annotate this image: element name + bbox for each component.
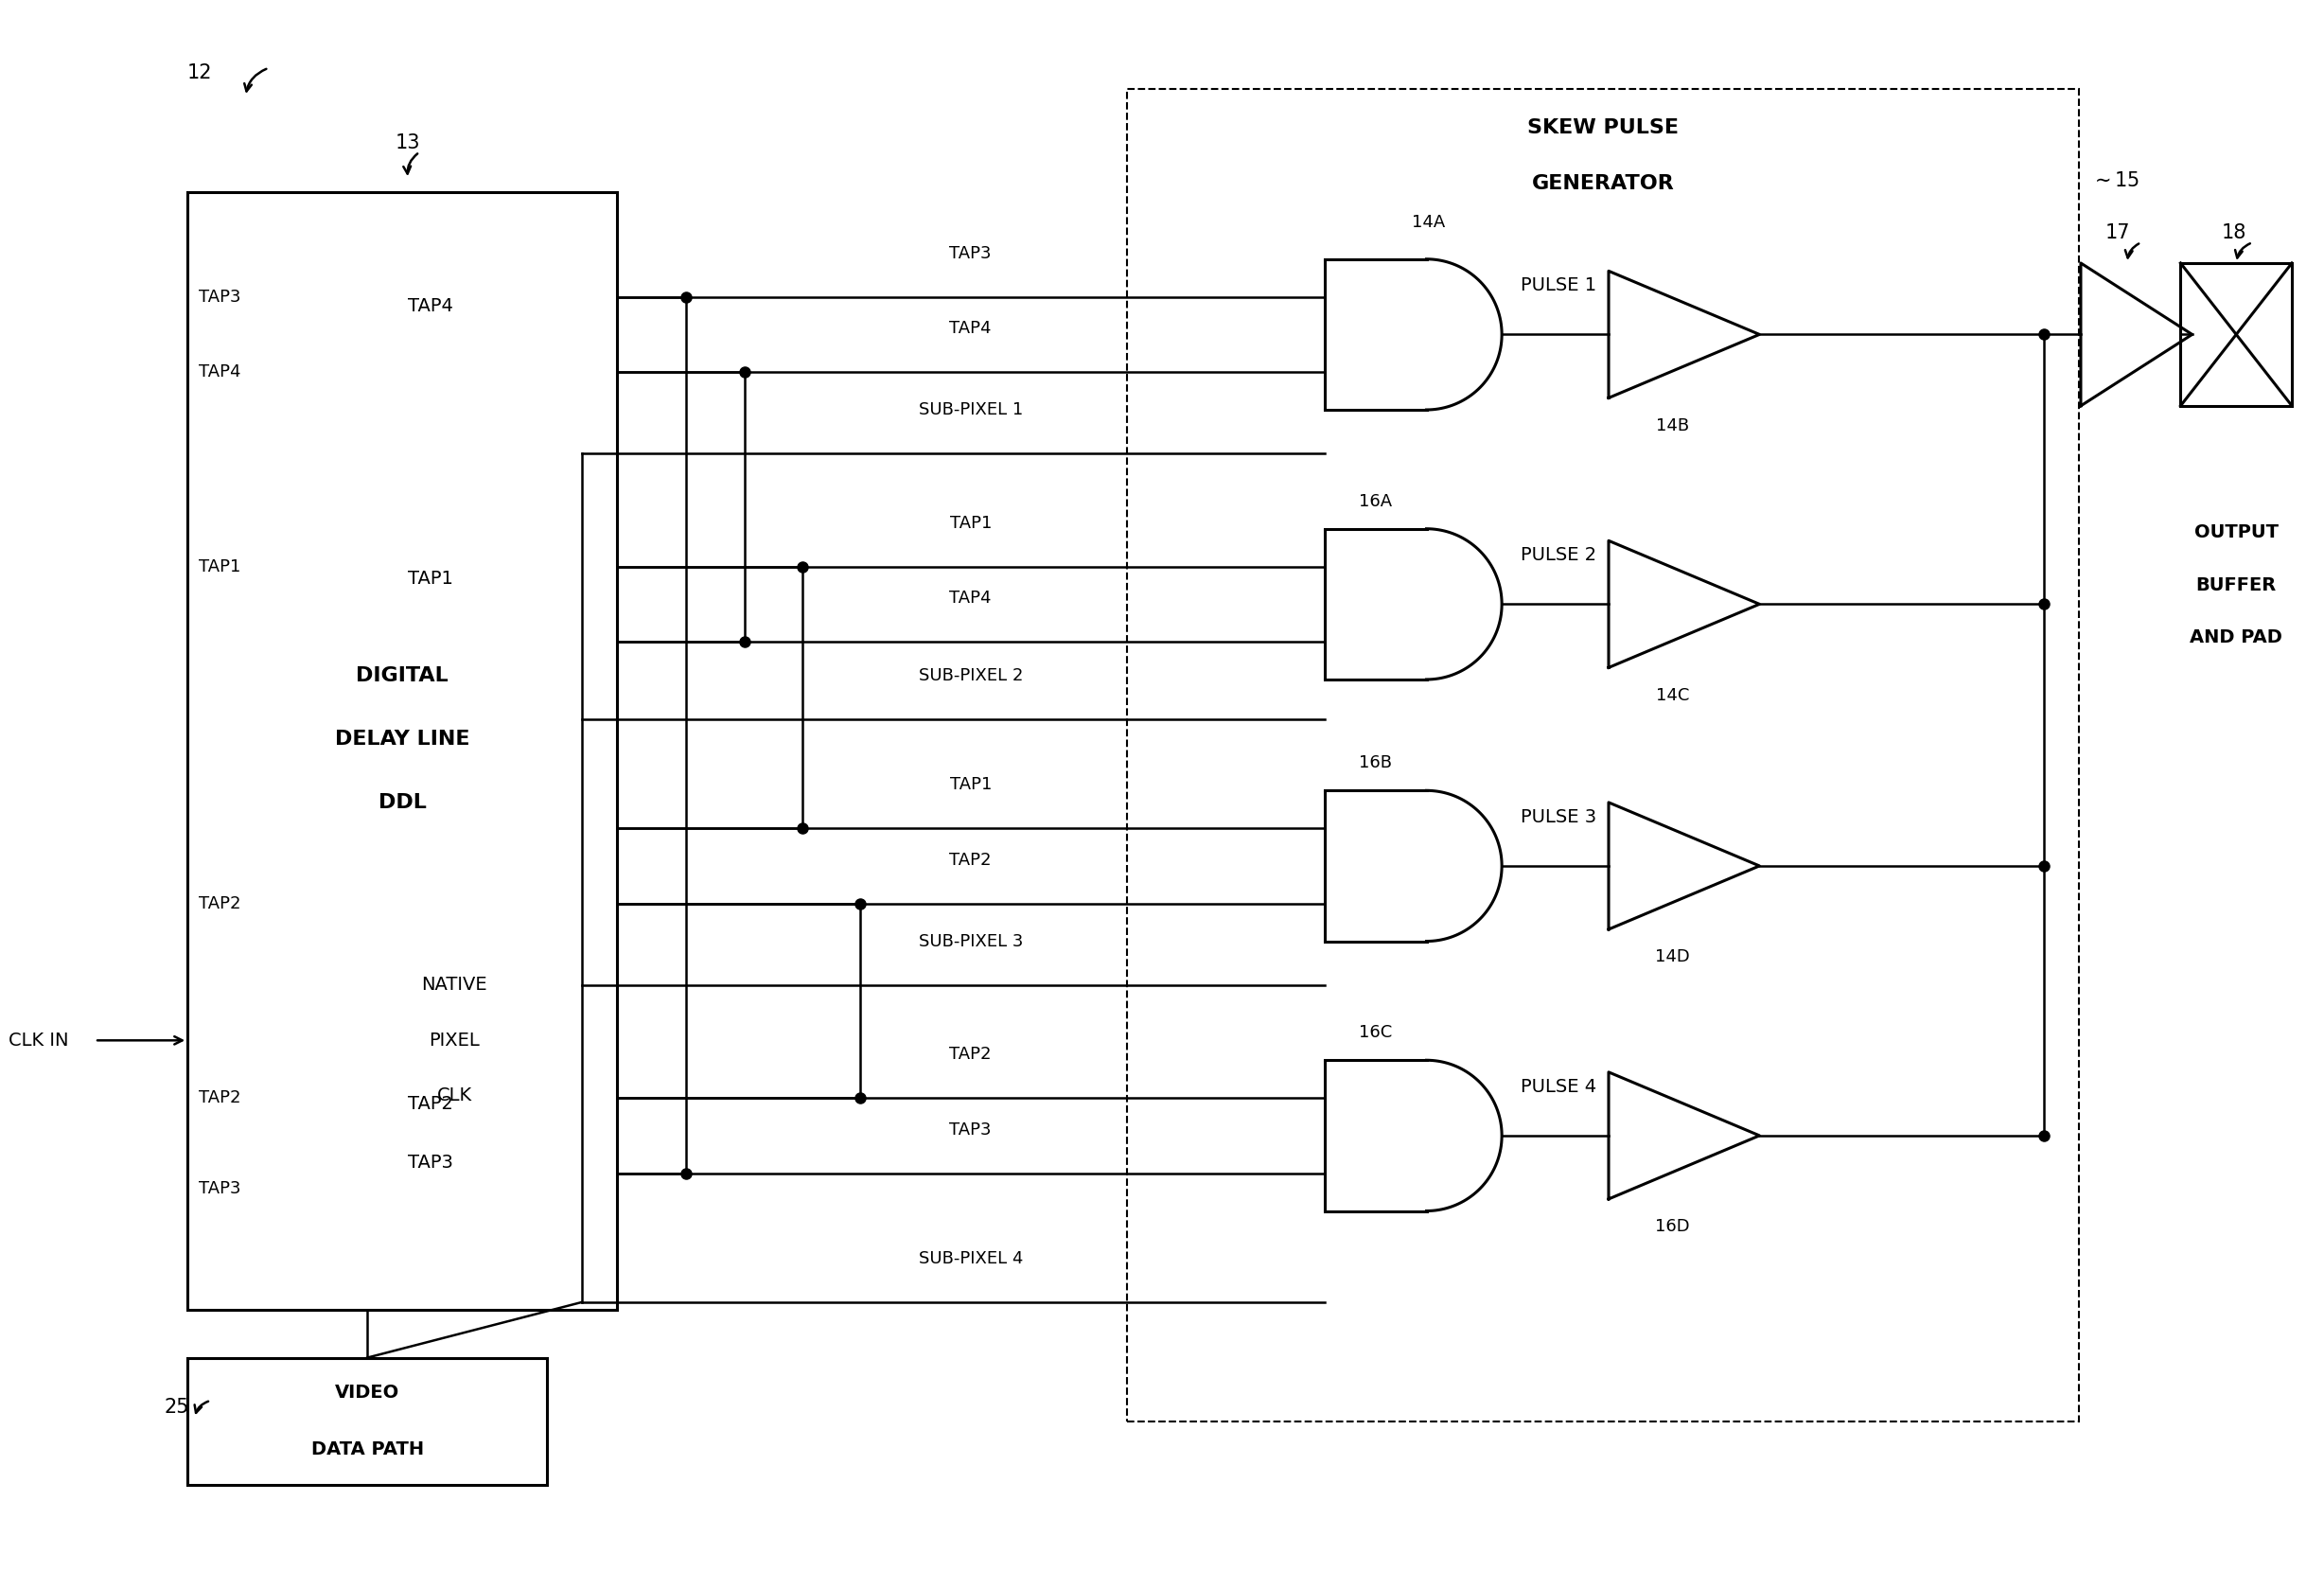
Text: 14B: 14B	[1655, 416, 1690, 434]
Text: TAP3: TAP3	[200, 1181, 242, 1198]
Text: TAP2: TAP2	[409, 1095, 453, 1112]
Text: TAP1: TAP1	[409, 570, 453, 588]
Text: OUTPUT: OUTPUT	[2194, 524, 2278, 542]
Text: 25: 25	[165, 1397, 191, 1416]
Text: VIDEO: VIDEO	[335, 1384, 400, 1401]
Text: TAP2: TAP2	[200, 895, 242, 912]
Text: TAP4: TAP4	[200, 364, 242, 381]
Text: TAP1: TAP1	[200, 558, 242, 575]
Text: $\sim$15: $\sim$15	[2089, 172, 2140, 191]
Bar	[188, 1357, 546, 1484]
Text: PIXEL: PIXEL	[430, 1031, 479, 1049]
Bar	[1127, 89, 2078, 1421]
Text: 14D: 14D	[1655, 949, 1690, 966]
Text: DDL: DDL	[379, 793, 425, 812]
Text: GENERATOR: GENERATOR	[1532, 175, 1673, 194]
Text: 14C: 14C	[1655, 686, 1690, 704]
Text: 16A: 16A	[1360, 493, 1392, 510]
Text: 16B: 16B	[1360, 755, 1392, 772]
Text: TAP4: TAP4	[951, 321, 992, 337]
Text: BUFFER: BUFFER	[2196, 577, 2278, 594]
Text: TAP1: TAP1	[951, 777, 992, 793]
Text: PULSE 2: PULSE 2	[1520, 547, 1597, 564]
Text: PULSE 4: PULSE 4	[1520, 1077, 1597, 1096]
Text: TAP2: TAP2	[951, 852, 992, 869]
Text: TAP3: TAP3	[951, 245, 992, 262]
Text: CLK IN: CLK IN	[9, 1031, 70, 1049]
Text: PULSE 3: PULSE 3	[1520, 809, 1597, 826]
Text: TAP1: TAP1	[951, 515, 992, 532]
Text: 16D: 16D	[1655, 1219, 1690, 1235]
Text: SUB-PIXEL 2: SUB-PIXEL 2	[918, 667, 1023, 685]
Bar	[188, 192, 616, 1309]
Text: TAP3: TAP3	[409, 1154, 453, 1171]
Text: DELAY LINE: DELAY LINE	[335, 729, 469, 748]
Text: SKEW PULSE: SKEW PULSE	[1527, 119, 1678, 138]
Text: 18: 18	[2222, 224, 2247, 243]
Text: TAP2: TAP2	[200, 1090, 242, 1106]
Text: CLK: CLK	[437, 1087, 472, 1104]
Text: TAP3: TAP3	[200, 288, 242, 305]
Text: SUB-PIXEL 3: SUB-PIXEL 3	[918, 933, 1023, 950]
Text: 17: 17	[2106, 224, 2131, 243]
Text: SUB-PIXEL 4: SUB-PIXEL 4	[918, 1251, 1023, 1268]
Text: NATIVE: NATIVE	[421, 976, 488, 993]
Text: PULSE 1: PULSE 1	[1520, 276, 1597, 296]
Text: TAP2: TAP2	[951, 1046, 992, 1063]
Text: TAP4: TAP4	[951, 590, 992, 607]
Text: DIGITAL: DIGITAL	[356, 666, 449, 685]
Text: 16C: 16C	[1360, 1025, 1392, 1041]
Text: 13: 13	[395, 133, 421, 153]
Text: AND PAD: AND PAD	[2189, 629, 2282, 647]
Text: 14A: 14A	[1413, 213, 1446, 230]
Bar	[2180, 264, 2291, 405]
Text: TAP3: TAP3	[951, 1122, 992, 1138]
Text: TAP4: TAP4	[409, 297, 453, 315]
Text: SUB-PIXEL 1: SUB-PIXEL 1	[918, 402, 1023, 418]
Text: 12: 12	[188, 64, 211, 83]
Text: DATA PATH: DATA PATH	[311, 1441, 423, 1459]
